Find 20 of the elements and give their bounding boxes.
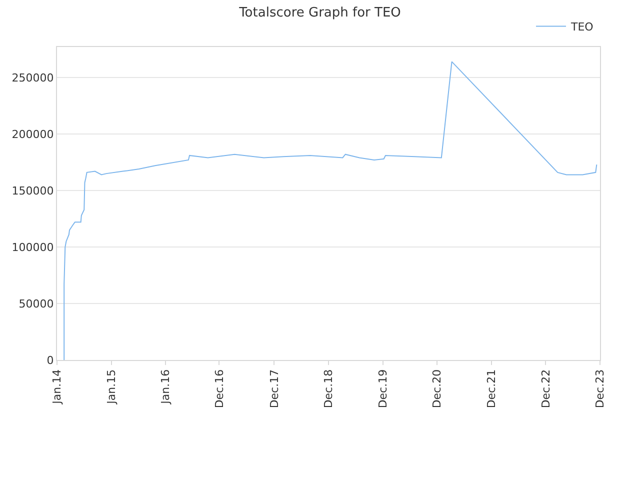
x-tick-label: Dec.16 [212,369,226,408]
line-series [64,61,598,360]
y-tick-label: 250000 [12,71,54,84]
x-tick-label: Dec.22 [539,369,552,408]
x-tick-label: Jan.16 [159,369,172,405]
y-tick-label: 50000 [18,297,54,310]
y-tick-label: 150000 [12,184,54,198]
y-tick-label: 0 [46,354,54,367]
legend-label: TEO [570,20,594,34]
x-tick-label: Dec.21 [485,369,498,408]
x-tick-label: Dec.20 [430,369,444,408]
x-tick-label: Jan.14 [50,369,64,405]
x-tick-label: Jan.15 [104,369,118,405]
x-tick-label: Dec.19 [376,369,390,408]
chart-title: Totalscore Graph for TEO [238,5,401,20]
x-tick-label: Dec.17 [268,369,281,408]
x-tick-label: Dec.23 [594,369,607,408]
y-tick-label: 100000 [12,240,54,254]
x-tick-label: Dec.18 [322,369,336,408]
y-tick-label: 200000 [12,128,54,141]
